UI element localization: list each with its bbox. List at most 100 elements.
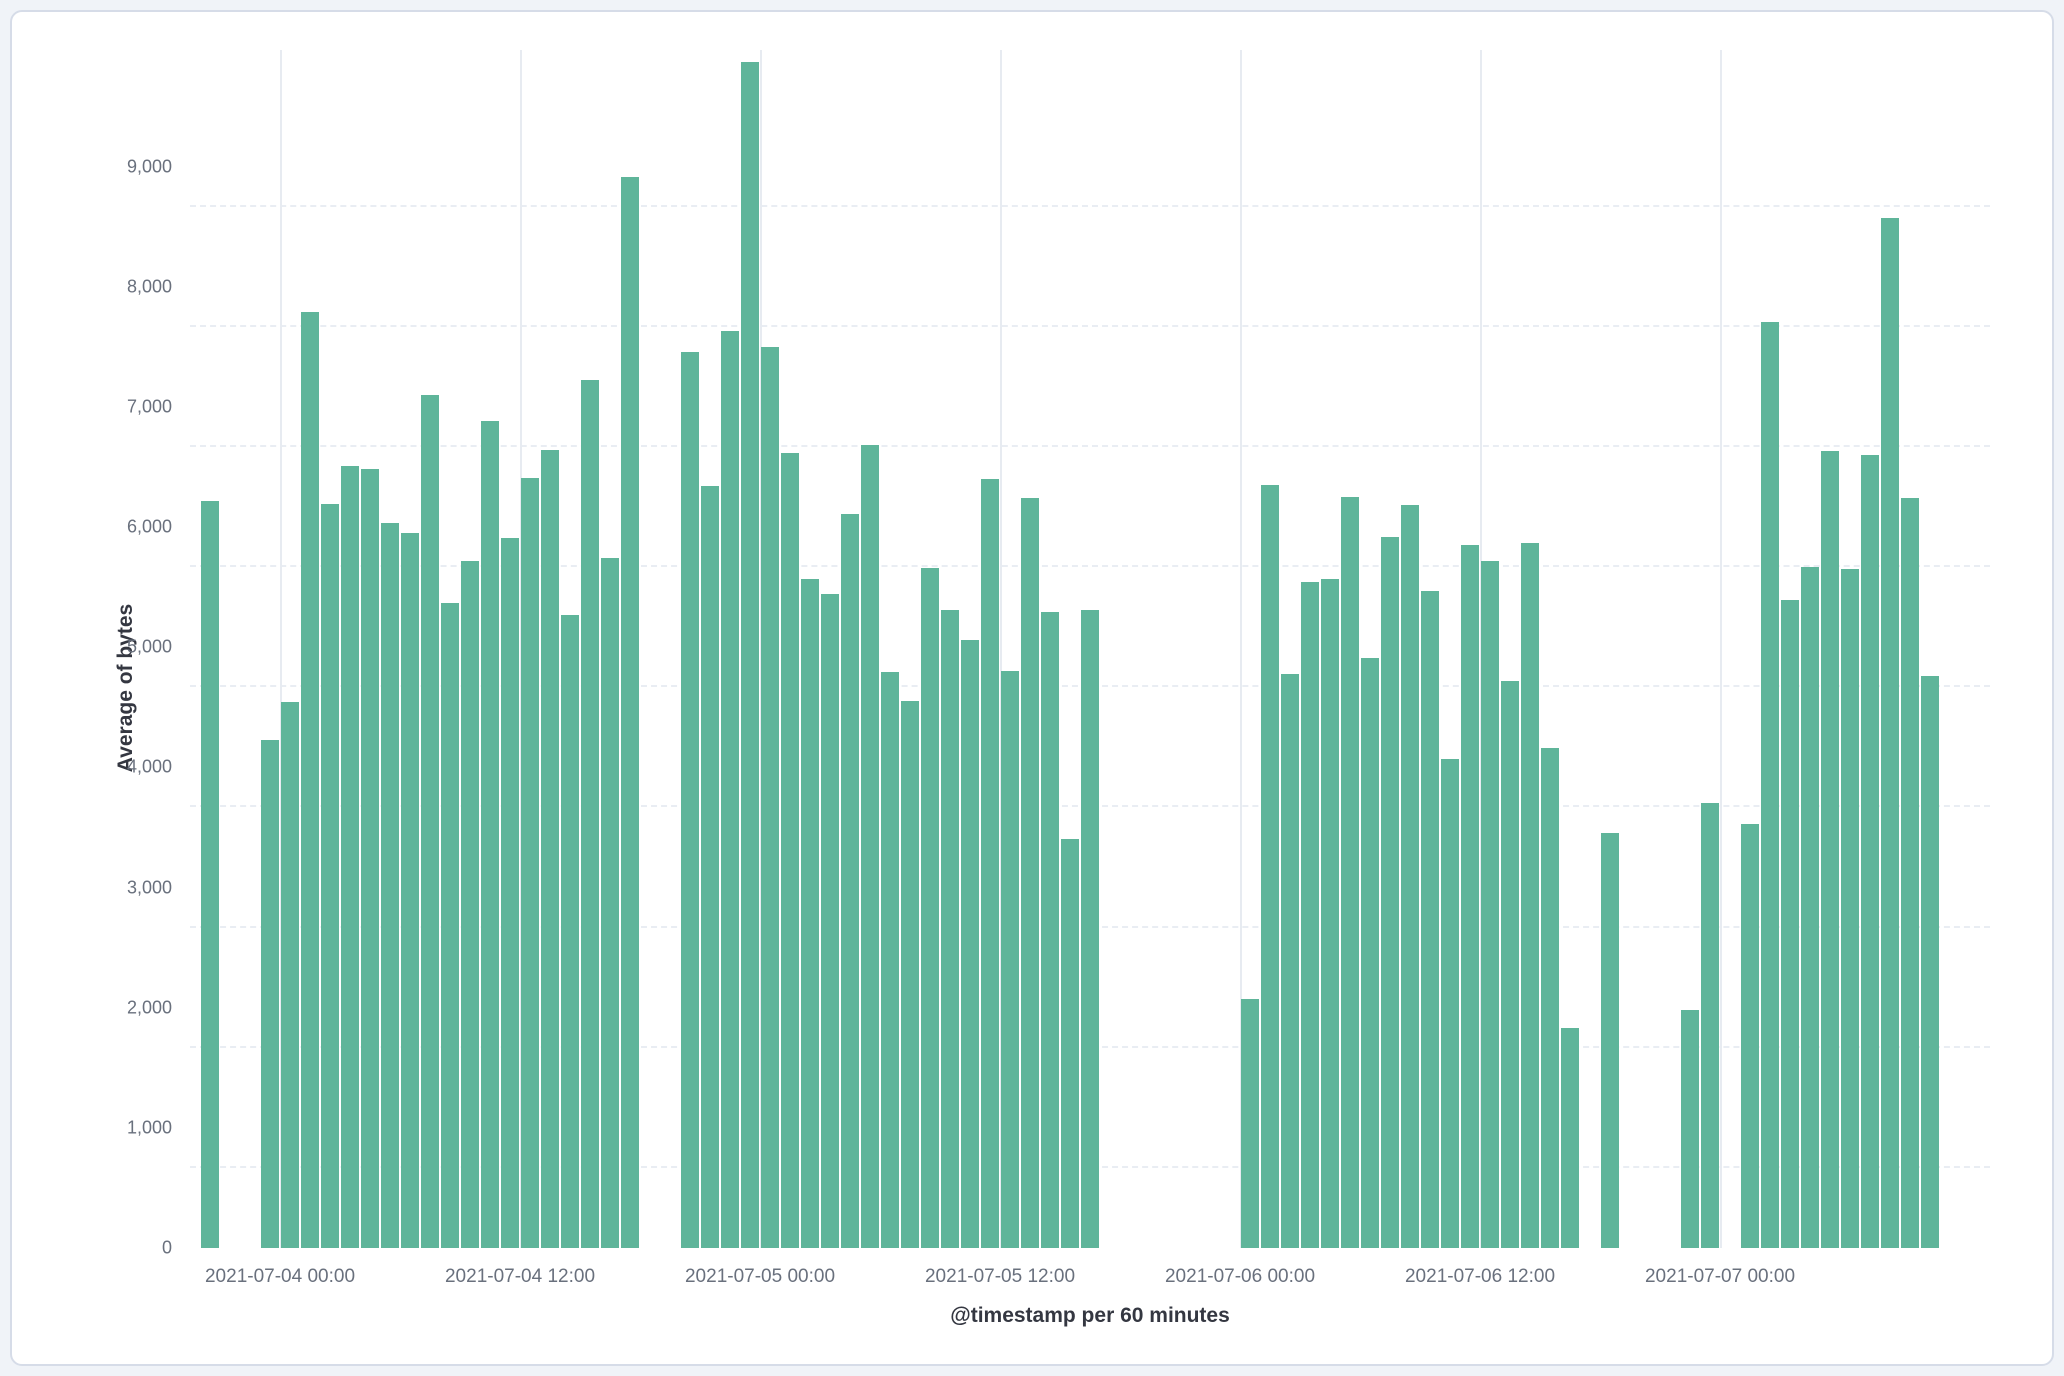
- bar[interactable]: [461, 560, 479, 1248]
- bar[interactable]: [381, 523, 399, 1248]
- bar[interactable]: [501, 537, 519, 1248]
- bar[interactable]: [1921, 676, 1939, 1248]
- bar[interactable]: [441, 602, 459, 1248]
- bar[interactable]: [601, 558, 619, 1248]
- bar[interactable]: [1781, 600, 1799, 1248]
- bar[interactable]: [1461, 545, 1479, 1248]
- x-tick-label: 2021-07-06 12:00: [1404, 1266, 1556, 1287]
- y-tick-label: 3,000: [126, 877, 172, 898]
- vertical-gridline: [1240, 50, 1242, 1248]
- bar[interactable]: [1881, 218, 1899, 1248]
- bar[interactable]: [1561, 1028, 1579, 1248]
- bar[interactable]: [1841, 569, 1859, 1248]
- bar[interactable]: [1301, 582, 1319, 1248]
- bar[interactable]: [1041, 612, 1059, 1248]
- bar[interactable]: [1681, 1010, 1699, 1248]
- bar[interactable]: [341, 465, 359, 1248]
- bar[interactable]: [941, 609, 959, 1248]
- horizontal-gridline: [190, 204, 1990, 207]
- bar[interactable]: [1241, 999, 1259, 1248]
- bar[interactable]: [1321, 578, 1339, 1248]
- bar[interactable]: [981, 478, 999, 1248]
- bar[interactable]: [701, 486, 719, 1248]
- bar[interactable]: [781, 452, 799, 1248]
- bar[interactable]: [621, 177, 639, 1248]
- bar[interactable]: [301, 311, 319, 1248]
- vertical-gridline: [1000, 50, 1002, 1248]
- bar[interactable]: [1021, 498, 1039, 1248]
- bar[interactable]: [921, 567, 939, 1248]
- bar[interactable]: [1521, 542, 1539, 1248]
- bar[interactable]: [1701, 803, 1719, 1248]
- bar[interactable]: [1501, 680, 1519, 1248]
- bar[interactable]: [1061, 839, 1079, 1248]
- bar[interactable]: [861, 445, 879, 1248]
- y-tick-label: 1,000: [126, 1117, 172, 1138]
- bar[interactable]: [721, 331, 739, 1248]
- x-tick-label: 2021-07-05 00:00: [684, 1266, 836, 1287]
- bar[interactable]: [201, 500, 219, 1248]
- bar[interactable]: [321, 504, 339, 1248]
- y-tick-label: 4,000: [126, 756, 172, 777]
- bar[interactable]: [1601, 833, 1619, 1248]
- bar[interactable]: [361, 469, 379, 1248]
- bar[interactable]: [1481, 560, 1499, 1248]
- bar[interactable]: [1901, 498, 1919, 1248]
- chart-panel: Average of bytes @timestamp per 60 minut…: [10, 10, 2054, 1366]
- bar[interactable]: [1761, 321, 1779, 1248]
- bar[interactable]: [1001, 671, 1019, 1248]
- x-tick-label: 2021-07-04 00:00: [204, 1266, 356, 1287]
- x-tick-label: 2021-07-04 12:00: [444, 1266, 596, 1287]
- bar[interactable]: [801, 578, 819, 1248]
- y-tick-label: 0: [161, 1237, 172, 1258]
- y-tick-label: 9,000: [126, 156, 172, 177]
- bar[interactable]: [1081, 609, 1099, 1248]
- bar[interactable]: [1441, 758, 1459, 1248]
- bar[interactable]: [761, 346, 779, 1248]
- bar[interactable]: [1821, 451, 1839, 1248]
- horizontal-gridline: [190, 324, 1990, 327]
- bar[interactable]: [521, 477, 539, 1248]
- bar[interactable]: [481, 421, 499, 1248]
- bar[interactable]: [1361, 658, 1379, 1248]
- bar[interactable]: [1861, 454, 1879, 1248]
- bar[interactable]: [561, 614, 579, 1248]
- bar[interactable]: [541, 450, 559, 1248]
- bar[interactable]: [1801, 566, 1819, 1248]
- x-tick-label: 2021-07-06 00:00: [1164, 1266, 1316, 1287]
- horizontal-gridline: [190, 565, 1990, 568]
- bar[interactable]: [1421, 590, 1439, 1248]
- y-tick-label: 2,000: [126, 997, 172, 1018]
- x-tick-label: 2021-07-07 00:00: [1644, 1266, 1796, 1287]
- bar[interactable]: [881, 672, 899, 1248]
- bar[interactable]: [281, 702, 299, 1248]
- bar[interactable]: [1341, 496, 1359, 1248]
- bar[interactable]: [681, 351, 699, 1248]
- x-tick-label: 2021-07-05 12:00: [924, 1266, 1076, 1287]
- y-tick-label: 8,000: [126, 276, 172, 297]
- bar[interactable]: [1261, 484, 1279, 1248]
- bar[interactable]: [901, 701, 919, 1248]
- bar[interactable]: [841, 513, 859, 1248]
- bar[interactable]: [741, 62, 759, 1248]
- bar[interactable]: [581, 380, 599, 1248]
- x-axis-title: @timestamp per 60 minutes: [950, 1304, 1230, 1327]
- bar[interactable]: [821, 594, 839, 1248]
- y-tick-label: 7,000: [126, 396, 172, 417]
- plot-area: [190, 50, 1990, 1248]
- bar[interactable]: [1281, 673, 1299, 1248]
- y-tick-label: 5,000: [126, 636, 172, 657]
- bar[interactable]: [261, 739, 279, 1248]
- horizontal-gridline: [190, 444, 1990, 447]
- y-tick-label: 6,000: [126, 516, 172, 537]
- vertical-gridline: [280, 50, 282, 1248]
- bar[interactable]: [421, 394, 439, 1248]
- bar[interactable]: [1741, 823, 1759, 1248]
- bar[interactable]: [401, 533, 419, 1248]
- bar[interactable]: [1401, 505, 1419, 1248]
- bar[interactable]: [1541, 748, 1559, 1248]
- y-axis-title: Average of bytes: [114, 603, 138, 773]
- bar[interactable]: [961, 639, 979, 1248]
- bar[interactable]: [1381, 536, 1399, 1248]
- vertical-gridline: [1720, 50, 1722, 1248]
